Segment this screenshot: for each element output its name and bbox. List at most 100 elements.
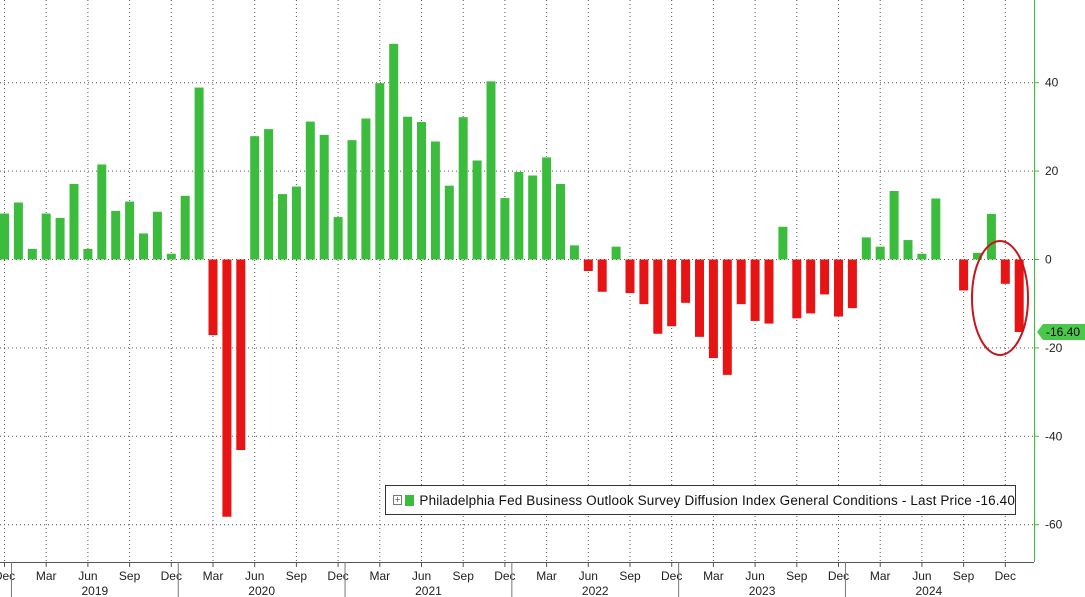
bar	[208, 259, 218, 336]
bar	[41, 213, 51, 260]
bar	[166, 253, 176, 260]
bar	[681, 259, 691, 303]
x-tick-label: Jun	[579, 569, 598, 583]
bar	[917, 253, 927, 260]
bar	[430, 141, 440, 260]
bar	[83, 248, 93, 260]
bar	[69, 183, 79, 260]
bar	[973, 252, 982, 260]
x-tick-label: Jun	[912, 569, 931, 583]
bar	[542, 157, 552, 260]
bar	[472, 160, 482, 260]
x-axis-ticks: Dec Mar Jun Sep Dec Mar Jun Sep Dec Mar Jun Sep Dec M…	[0, 562, 1016, 597]
bar	[569, 245, 579, 260]
bar	[764, 259, 774, 324]
bar	[194, 87, 204, 260]
x-tick-label: Mar	[703, 569, 724, 583]
bar	[305, 121, 315, 260]
x-tick-label: Jun	[412, 569, 431, 583]
bar	[736, 259, 746, 305]
bar	[583, 259, 593, 271]
bar	[361, 118, 371, 260]
bar	[514, 171, 524, 260]
bar	[13, 202, 23, 260]
x-tick-label: Sep	[119, 569, 141, 583]
y-tick-label: -20	[1045, 341, 1063, 355]
legend-expand-icon[interactable]: +	[393, 495, 402, 505]
x-tick-label: Sep	[953, 569, 975, 583]
legend: + Philadelphia Fed Business Outlook Surv…	[385, 485, 1016, 515]
x-tick-label: Sep	[453, 569, 475, 583]
bar	[486, 81, 496, 260]
year-label: 2019	[81, 584, 108, 597]
y-tick-label: 20	[1045, 164, 1059, 178]
bar	[264, 129, 274, 260]
x-tick-label: Mar	[536, 569, 557, 583]
bar	[903, 240, 913, 260]
bar	[111, 210, 121, 260]
bar	[986, 213, 996, 260]
legend-text: Philadelphia Fed Business Outlook Survey…	[419, 492, 1015, 508]
bar	[820, 259, 830, 295]
bar	[695, 259, 704, 337]
legend-swatch-green	[404, 494, 415, 506]
x-tick-label: Jun	[245, 569, 264, 583]
y-tick-label: 40	[1045, 76, 1059, 90]
x-tick-label: Sep	[786, 569, 808, 583]
bar	[889, 190, 899, 260]
y-tick-label: 0	[1045, 253, 1052, 267]
bar	[0, 213, 9, 260]
last-value-badge: -16.40	[1037, 323, 1085, 340]
bar	[333, 217, 343, 260]
bar	[125, 201, 135, 260]
bar	[375, 83, 385, 260]
year-label: 2024	[915, 584, 942, 597]
bar	[417, 122, 426, 260]
x-tick-label: Dec	[828, 569, 849, 583]
bar	[625, 259, 635, 294]
bar	[778, 226, 788, 260]
bar	[97, 164, 107, 260]
bar	[139, 233, 148, 260]
bar	[500, 198, 510, 260]
y-tick-label: -40	[1045, 429, 1063, 443]
bar	[861, 237, 871, 260]
bar	[847, 259, 857, 309]
x-tick-label: Dec	[995, 569, 1016, 583]
bar	[291, 186, 301, 260]
x-tick-label: Dec	[494, 569, 515, 583]
x-tick-label: Jun	[78, 569, 97, 583]
bar	[1000, 259, 1010, 284]
x-tick-label: Mar	[203, 569, 224, 583]
bar	[152, 211, 162, 260]
x-tick-label: Dec	[661, 569, 682, 583]
year-label: 2023	[749, 584, 776, 597]
bar	[319, 134, 329, 260]
last-value-marker	[1037, 323, 1085, 340]
bar	[180, 195, 190, 260]
y-axis-ticks: 40 20 0 -20 -40 -60	[1034, 76, 1063, 532]
bar	[834, 259, 843, 317]
x-tick-label: Mar	[870, 569, 891, 583]
x-tick-label: Mar	[369, 569, 390, 583]
bar	[236, 259, 246, 451]
bar	[639, 259, 649, 305]
bars-group	[0, 43, 1024, 517]
bar	[611, 246, 621, 260]
bar	[708, 259, 718, 359]
x-tick-label: Sep	[619, 569, 641, 583]
bar	[1014, 259, 1024, 332]
y-tick-label: -60	[1045, 518, 1063, 532]
bar	[597, 259, 607, 292]
bar	[528, 175, 538, 260]
bar	[27, 248, 37, 260]
bar	[653, 259, 663, 334]
year-label: 2022	[582, 584, 609, 597]
bar	[667, 259, 677, 327]
bar	[806, 259, 816, 314]
highlight-circle	[971, 240, 1029, 356]
bar	[750, 259, 760, 321]
x-tick-label: Dec	[327, 569, 348, 583]
bar	[458, 117, 468, 260]
bar	[931, 198, 941, 260]
